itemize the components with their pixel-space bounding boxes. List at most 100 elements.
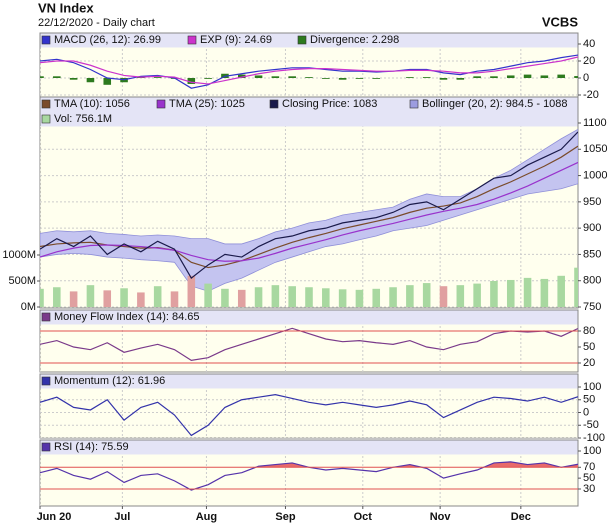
legend-swatch [41,376,51,386]
y-tick-label: 850 [583,248,601,260]
line [40,56,578,85]
y-tick-label: 80 [583,325,595,337]
y-tick-label: 1100 [583,117,607,129]
plot [40,324,578,372]
bar [53,76,61,78]
legend-label: Divergence: 2.298 [310,34,399,46]
bar [372,78,381,79]
bar [86,285,95,307]
plot [40,47,578,97]
bar [389,287,397,307]
bar [523,74,532,78]
legend-swatch [41,99,51,109]
bar [406,285,414,307]
bar [322,78,330,79]
bar [473,283,481,307]
plot [40,388,578,438]
legend-band [40,310,578,325]
bar [523,277,532,307]
x-tick-label: Sep [275,511,295,523]
y2-tick-label: 500M [8,275,36,287]
bar [187,275,196,307]
line [40,161,578,262]
legend-swatch [41,114,51,124]
bar [69,78,78,80]
source: VCBS [542,14,578,29]
bar [288,286,296,307]
y2-tick-label: 1000M [2,249,36,261]
y-tick-label: -50 [583,419,599,431]
bar [254,287,263,307]
y2-tick-label: 0M [21,301,36,313]
bar [120,288,128,307]
y-tick-label: 1050 [583,143,607,155]
line [40,394,578,437]
legend-label: EXP (9): 24.69 [200,34,272,46]
y-tick-label: 0 [583,72,589,84]
bar [557,74,565,78]
legend-band [40,440,578,455]
bar [574,76,578,78]
y-tick-label: 20 [583,357,595,369]
y-tick-label: 70 [583,461,595,473]
x-tick-label: Nov [430,511,452,523]
line [40,131,578,279]
y-tick-label: -20 [583,89,599,101]
legend-band [40,97,578,127]
bar [237,289,246,307]
bar [540,75,549,78]
legend-label: TMA (10): 1056 [54,98,130,110]
legend-swatch [269,99,279,109]
bar [439,78,448,80]
bar [439,286,448,307]
bar [305,77,313,78]
x-tick-label: Oct [354,511,373,523]
x-tick-label: Aug [196,511,217,523]
bar [506,75,515,78]
legend-swatch [41,312,51,322]
y-tick-label: 0 [583,406,589,418]
legend-band [40,374,578,389]
bar [557,275,565,307]
bar [456,285,465,307]
bar [574,267,578,307]
line [40,327,578,361]
bar [271,285,280,307]
bar [137,292,145,307]
bar [355,78,364,79]
line [40,54,578,89]
bar [372,288,381,307]
legend-swatch [41,442,51,452]
y-tick-label: 50 [583,341,595,353]
legend-swatch [156,99,166,109]
legend-band [40,33,578,48]
bar [338,289,347,307]
legend-label: RSI (14): 75.59 [54,441,129,453]
bar [254,75,263,78]
legend-swatch [187,35,197,45]
y-tick-label: 20 [583,55,595,67]
y-tick-label: 40 [583,38,595,50]
bar [540,278,549,307]
bar [506,279,515,307]
bar [40,288,44,307]
bar [322,288,330,307]
y-tick-label: 950 [583,196,601,208]
bar [406,77,414,78]
legend-label: TMA (25): 1025 [169,98,245,110]
y-tick-label: 50 [583,394,595,406]
bar [490,76,498,78]
legend-swatch [297,35,307,45]
bar [271,76,280,78]
bar [153,286,162,307]
bar [103,290,112,307]
bar [40,76,44,78]
x-tick-label: Jun 20 [37,511,72,523]
bar [204,283,212,307]
bar [187,78,196,84]
y-tick-label: 750 [583,301,601,313]
y-tick-label: 100 [583,381,601,393]
legend-label: Momentum (12): 61.96 [54,375,165,387]
bar [422,77,431,78]
